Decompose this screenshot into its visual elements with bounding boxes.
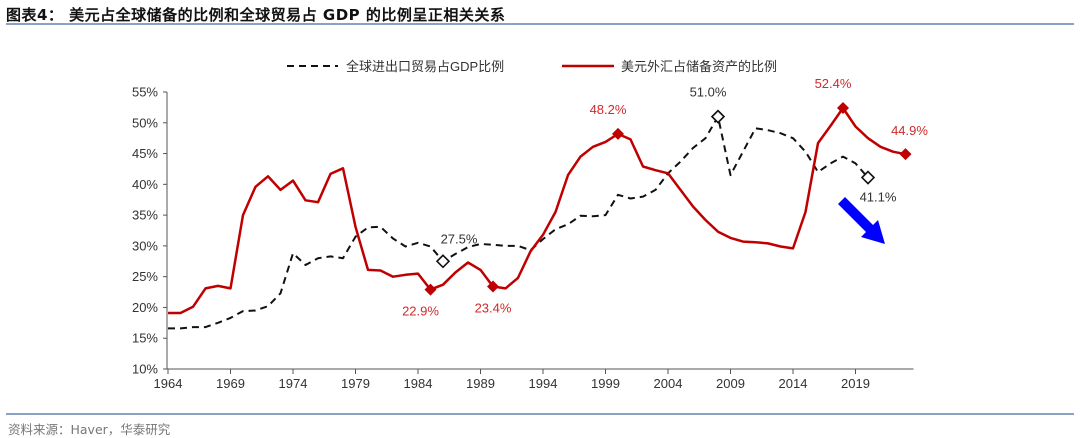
data-label: 51.0% — [690, 85, 727, 100]
x-tick-label: 1964 — [154, 376, 183, 391]
data-label: 52.4% — [815, 76, 852, 91]
x-tick-label: 1974 — [279, 376, 308, 391]
data-point-marker-filled — [487, 280, 499, 293]
y-tick-label: 15% — [132, 331, 158, 346]
data-point-marker-filled — [612, 127, 624, 140]
data-point-marker-hollow — [435, 254, 451, 269]
y-tick-label: 20% — [132, 300, 158, 315]
x-tick-label: 2009 — [716, 376, 745, 391]
data-point-marker-hollow — [860, 170, 876, 185]
x-tick-label: 1984 — [404, 376, 433, 391]
data-point-marker-filled — [899, 148, 912, 161]
y-tick-label: 45% — [132, 146, 158, 161]
y-tick-label: 10% — [132, 362, 158, 377]
y-tick-label: 55% — [132, 85, 158, 100]
title-divider — [6, 23, 1074, 25]
data-label: 22.9% — [402, 304, 439, 319]
data-label: 23.4% — [475, 301, 512, 316]
y-tick-label: 40% — [132, 177, 158, 192]
x-tick-label: 1994 — [529, 376, 558, 391]
x-tick-label: 2014 — [779, 376, 808, 391]
trend-arrow-icon — [838, 197, 885, 244]
y-tick-label: 35% — [132, 208, 158, 223]
x-tick-label: 1999 — [591, 376, 620, 391]
y-tick-label: 50% — [132, 115, 158, 130]
legend-label-usd: 美元外汇占储备资产的比例 — [621, 59, 777, 74]
y-tick-label: 30% — [132, 238, 158, 253]
data-label: 48.2% — [590, 102, 627, 117]
x-tick-label: 1979 — [341, 376, 370, 391]
x-tick-label: 2004 — [654, 376, 683, 391]
data-label: 27.5% — [441, 231, 478, 246]
figure-title: 图表4： 美元占全球储备的比例和全球贸易占 GDP 的比例呈正相关关系 — [6, 6, 506, 24]
x-tick-label: 2019 — [841, 376, 870, 391]
y-tick-label: 25% — [132, 269, 158, 284]
series-line-usd — [168, 106, 906, 315]
x-tick-label: 1969 — [216, 376, 245, 391]
data-point-marker-filled — [837, 102, 849, 115]
data-label: 44.9% — [891, 123, 928, 138]
x-tick-label: 1989 — [466, 376, 495, 391]
legend-label-trade: 全球进出口贸易占GDP比例 — [346, 59, 504, 74]
source-note: 资料来源：Haver，华泰研究 — [8, 422, 171, 437]
series-line-trade — [168, 115, 869, 330]
data-label: 41.1% — [860, 190, 897, 205]
data-point-marker-hollow — [710, 109, 726, 124]
data-point-marker-filled — [424, 283, 437, 296]
footer-divider — [6, 413, 1074, 415]
